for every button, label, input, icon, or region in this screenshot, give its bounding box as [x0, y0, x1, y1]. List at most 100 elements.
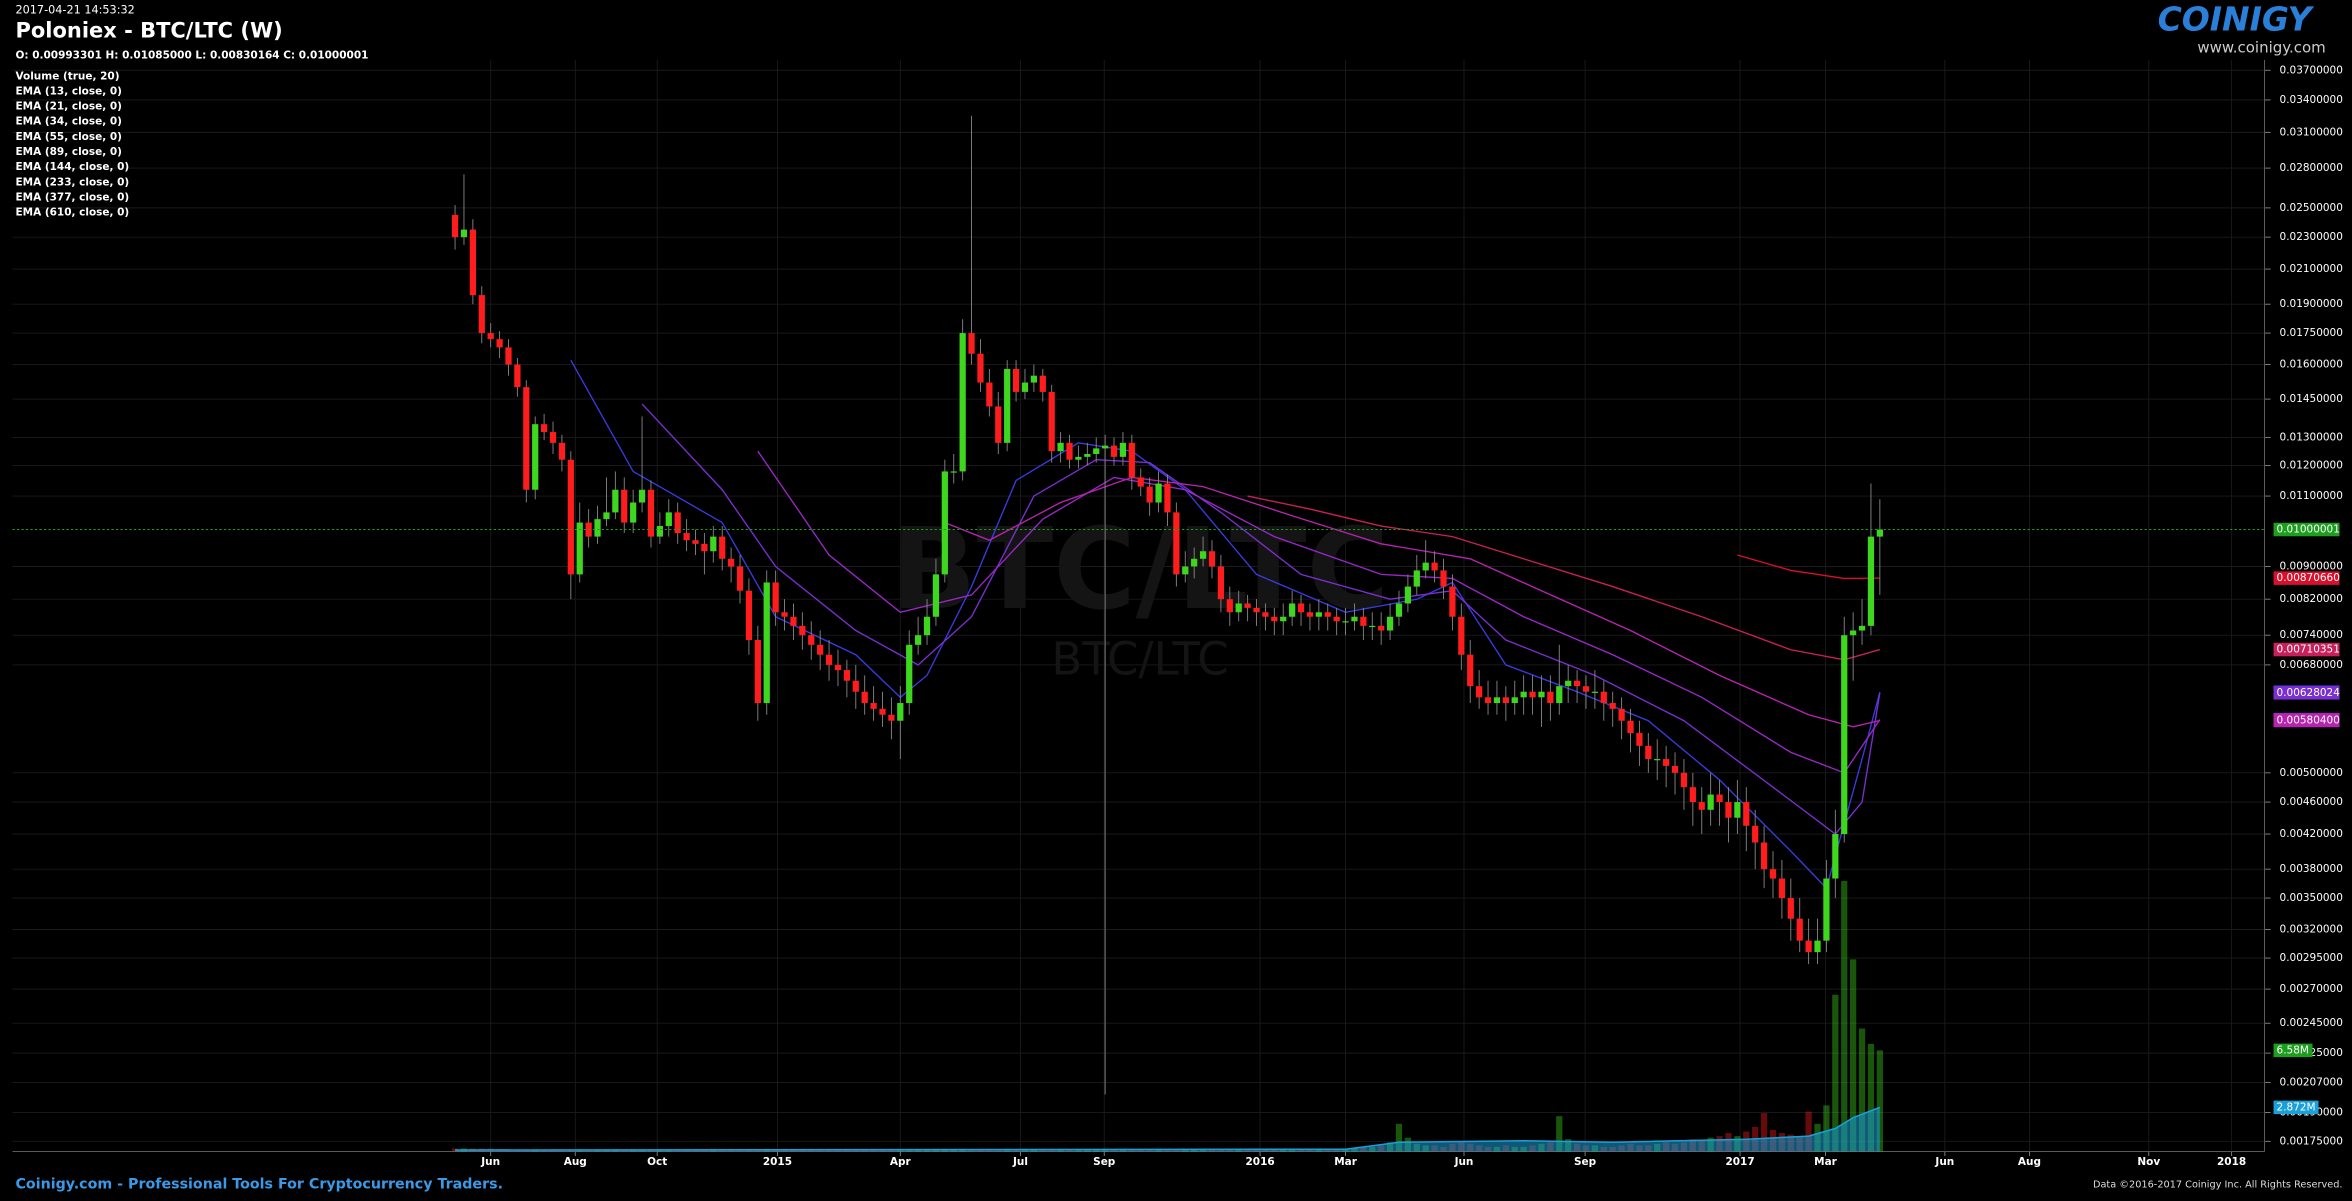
x-tick-label: Sep: [1574, 1156, 1597, 1168]
candle-body: [1030, 375, 1037, 383]
last-price-label-box: [2273, 522, 2340, 537]
candle-body: [1573, 680, 1581, 687]
candle-body: [1760, 842, 1768, 870]
candle-body: [1297, 603, 1305, 613]
volume-bar: [1805, 1111, 1812, 1152]
candle-body: [1743, 802, 1750, 826]
y-tick-label: 0.00245000: [2280, 1017, 2343, 1029]
ohlc-readout: O: 0.00993301 H: 0.01085000 L: 0.0083016…: [15, 49, 368, 61]
candle-body: [451, 214, 459, 238]
candle-body: [701, 543, 708, 552]
y-tick-label: 0.01900000: [2280, 298, 2343, 310]
candle-body: [995, 406, 1002, 443]
candle-body: [1440, 570, 1447, 587]
candle-body: [897, 703, 904, 721]
watermark: BTC/LTC: [891, 504, 1389, 635]
y-tick-label: 0.00740000: [2280, 629, 2343, 641]
candle-body: [790, 616, 797, 626]
candle-body: [1600, 691, 1607, 704]
candle-body: [1208, 551, 1216, 567]
y-tick-label: 0.00320000: [2280, 923, 2343, 935]
y-tick-label: 0.01200000: [2280, 460, 2343, 472]
candle-body: [799, 625, 806, 636]
candle-body: [1431, 562, 1438, 571]
candle-body: [1271, 616, 1278, 622]
candle-body: [1137, 477, 1144, 487]
watermark-small: BTC/LTC: [1051, 633, 1228, 686]
x-tick-label: Apr: [890, 1156, 912, 1168]
x-tick-label: 2018: [2217, 1156, 2246, 1168]
candle-body: [1832, 834, 1839, 879]
candle-body: [1217, 566, 1225, 600]
x-tick-label: Sep: [1093, 1156, 1116, 1168]
y-tick-label: 0.01750000: [2280, 327, 2343, 339]
y-tick-label: 0.00350000: [2280, 892, 2343, 904]
volume-ema-label: 2.872M: [2277, 1101, 2316, 1113]
legend-entry: EMA (89, close, 0): [15, 146, 121, 158]
candle-body: [674, 512, 681, 534]
candle-body: [683, 533, 690, 541]
ema-value-label-box: [2273, 571, 2340, 585]
volume-bar: [1823, 1105, 1830, 1152]
candle-body: [1734, 802, 1741, 818]
candle-body: [1627, 720, 1634, 734]
candle-body: [1805, 940, 1812, 953]
volume-bar: [1556, 1116, 1563, 1152]
candle-body: [1467, 654, 1474, 687]
candle-body: [1458, 616, 1465, 655]
candle-body: [1707, 794, 1714, 810]
candle-body: [1814, 940, 1821, 953]
y-tick-label: 0.01600000: [2280, 359, 2343, 371]
legend-entry: EMA (144, close, 0): [15, 161, 129, 173]
volume-bar: [1395, 1123, 1403, 1152]
y-tick-label: 0.01450000: [2280, 393, 2343, 405]
y-tick-label: 0.00380000: [2280, 863, 2343, 875]
candle-body: [1511, 697, 1518, 704]
candle-body: [594, 519, 601, 537]
ema-value-label: 0.00628024: [2277, 687, 2341, 699]
candle-body: [1191, 558, 1198, 567]
candle-body: [647, 489, 655, 537]
volume-bar: [1760, 1113, 1768, 1152]
y-tick-label: 0.00820000: [2280, 593, 2343, 605]
candle-body: [1378, 625, 1385, 631]
candle-body: [1876, 529, 1883, 537]
candle-body: [1315, 612, 1322, 617]
candle-body: [1253, 607, 1260, 613]
candle-body: [1841, 635, 1848, 835]
candle-body: [1306, 612, 1314, 617]
candle-body: [1039, 375, 1046, 392]
x-tick-label: Aug: [2018, 1156, 2041, 1168]
candle-body: [612, 489, 619, 513]
candle-body: [1280, 616, 1287, 622]
brand-url[interactable]: www.coinigy.com: [2197, 38, 2325, 56]
candle-body: [1769, 869, 1777, 879]
x-tick-label: Oct: [647, 1156, 667, 1168]
candle-body: [496, 339, 503, 348]
candle-body: [1057, 442, 1064, 452]
y-tick-label: 0.00460000: [2280, 796, 2343, 808]
legend-entry: EMA (21, close, 0): [15, 101, 121, 113]
candle-body: [1289, 603, 1296, 617]
y-tick-label: 0.00680000: [2280, 659, 2343, 671]
candle-body: [941, 471, 948, 575]
candle-body: [1502, 697, 1509, 704]
brand-logo[interactable]: COINIGY: [2158, 0, 2315, 38]
candle-body: [1084, 454, 1091, 457]
candle-body: [781, 612, 788, 617]
candle-body: [834, 664, 842, 671]
y-tick-label: 0.02800000: [2280, 162, 2343, 174]
candle-body: [1119, 442, 1127, 457]
candle-body: [1360, 616, 1367, 626]
candle-body: [1386, 616, 1394, 631]
y-tick-label: 0.03400000: [2280, 94, 2343, 106]
candle-body: [1778, 878, 1786, 899]
candle-body: [1262, 612, 1269, 617]
candle-body: [1404, 586, 1412, 604]
x-tick-label: Jul: [1012, 1156, 1028, 1168]
footer-link[interactable]: Coinigy.com - Professional Tools For Cry…: [15, 1177, 503, 1193]
candle-body: [763, 582, 770, 704]
